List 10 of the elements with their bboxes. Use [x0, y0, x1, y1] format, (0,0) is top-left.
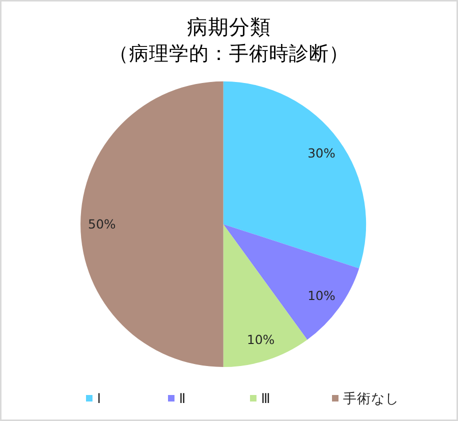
legend-label: 手術なし — [343, 391, 399, 407]
chart-title: 病期分類 — [187, 15, 271, 39]
legend-label: Ⅰ — [97, 391, 101, 407]
legend-label: Ⅱ — [179, 391, 186, 407]
chart-subtitle: （病理学的：手術時診断） — [109, 42, 349, 65]
data-label: 30% — [308, 145, 336, 160]
data-label: 50% — [88, 216, 116, 232]
data-label: 10% — [308, 288, 336, 304]
legend-label: Ⅲ — [261, 391, 270, 407]
data-label: 10% — [246, 332, 275, 348]
